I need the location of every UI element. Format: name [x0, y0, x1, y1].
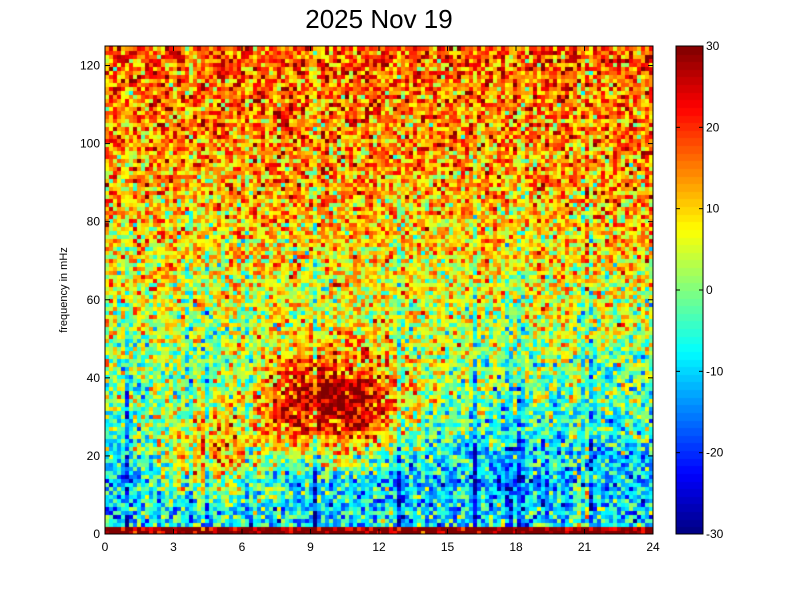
y-tick-label: 40 [87, 371, 101, 385]
colorbar-gradient [676, 46, 703, 534]
colorbar-tick-label: 30 [706, 39, 720, 53]
x-axis-ticks: 0 3 6 9 12 15 18 21 24 [102, 46, 660, 554]
colorbar-tick-label: 0 [706, 283, 713, 297]
y-tick-label: 120 [80, 59, 100, 73]
colorbar-ticks: -30 -20 -10 0 10 20 30 [676, 39, 724, 541]
colorbar-tick-label: -10 [706, 364, 724, 378]
colorbar-tick-label: -20 [706, 446, 724, 460]
y-tick-label: 60 [87, 293, 101, 307]
y-tick-label: 100 [80, 137, 100, 151]
y-tick-label: 0 [93, 527, 100, 541]
y-tick-label: 80 [87, 215, 101, 229]
x-tick-label: 9 [307, 540, 314, 554]
plot-frame [104, 45, 654, 535]
colorbar-frame [675, 45, 704, 535]
colorbar-tick-label: 10 [706, 202, 720, 216]
x-tick-label: 6 [239, 540, 246, 554]
colorbar-tick-label: -30 [706, 527, 724, 541]
x-tick-label: 18 [509, 540, 523, 554]
spectrogram-heatmap [105, 46, 653, 534]
x-tick-label: 21 [578, 540, 592, 554]
chart-title: 2025 Nov 19 [305, 4, 453, 34]
x-tick-label: 12 [372, 540, 386, 554]
y-tick-label: 20 [87, 449, 101, 463]
x-tick-label: 0 [102, 540, 109, 554]
y-axis-ticks: 0 20 40 60 80 100 120 [80, 59, 653, 541]
x-tick-label: 24 [646, 540, 660, 554]
x-tick-label: 3 [170, 540, 177, 554]
colorbar-tick-label: 20 [706, 120, 720, 134]
x-tick-label: 15 [441, 540, 455, 554]
